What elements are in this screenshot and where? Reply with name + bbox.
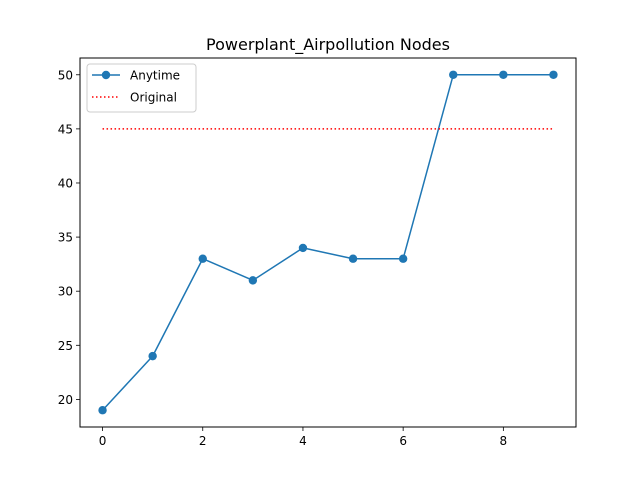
x-tick-label: 4 xyxy=(299,434,307,448)
axis-ticks: 0 2 4 6 8 20 25 30 35 40 45 50 xyxy=(58,68,507,448)
y-tick-label: 20 xyxy=(58,393,73,407)
x-tick-label: 8 xyxy=(500,434,508,448)
y-tick-label: 25 xyxy=(58,339,73,353)
y-tick-label: 40 xyxy=(58,176,73,190)
y-tick-label: 30 xyxy=(58,285,73,299)
data-point xyxy=(198,254,207,263)
data-point xyxy=(398,254,408,263)
x-tick-label: 2 xyxy=(199,434,207,448)
legend-marker xyxy=(101,70,111,80)
chart-title: Powerplant_Airpollution Nodes xyxy=(206,35,450,55)
y-tick-label: 50 xyxy=(58,68,73,82)
y-tick-label: 35 xyxy=(58,231,73,245)
axes-frame xyxy=(79,57,577,428)
data-point xyxy=(98,406,107,415)
data-point xyxy=(499,70,508,79)
data-point xyxy=(248,276,258,285)
data-point xyxy=(348,254,358,263)
legend-box xyxy=(86,63,197,113)
legend-label: Anytime xyxy=(130,69,180,83)
x-tick-label: 6 xyxy=(399,434,407,448)
data-point xyxy=(298,243,308,253)
data-point xyxy=(148,351,157,361)
x-tick-label: 0 xyxy=(99,434,107,448)
series-line-anytime xyxy=(101,74,554,411)
legend: Anytime Original xyxy=(86,63,197,113)
plot-area xyxy=(98,70,558,415)
data-point xyxy=(549,70,558,79)
y-tick-label: 45 xyxy=(58,122,73,136)
data-point xyxy=(449,70,458,79)
legend-label: Original xyxy=(130,91,177,105)
